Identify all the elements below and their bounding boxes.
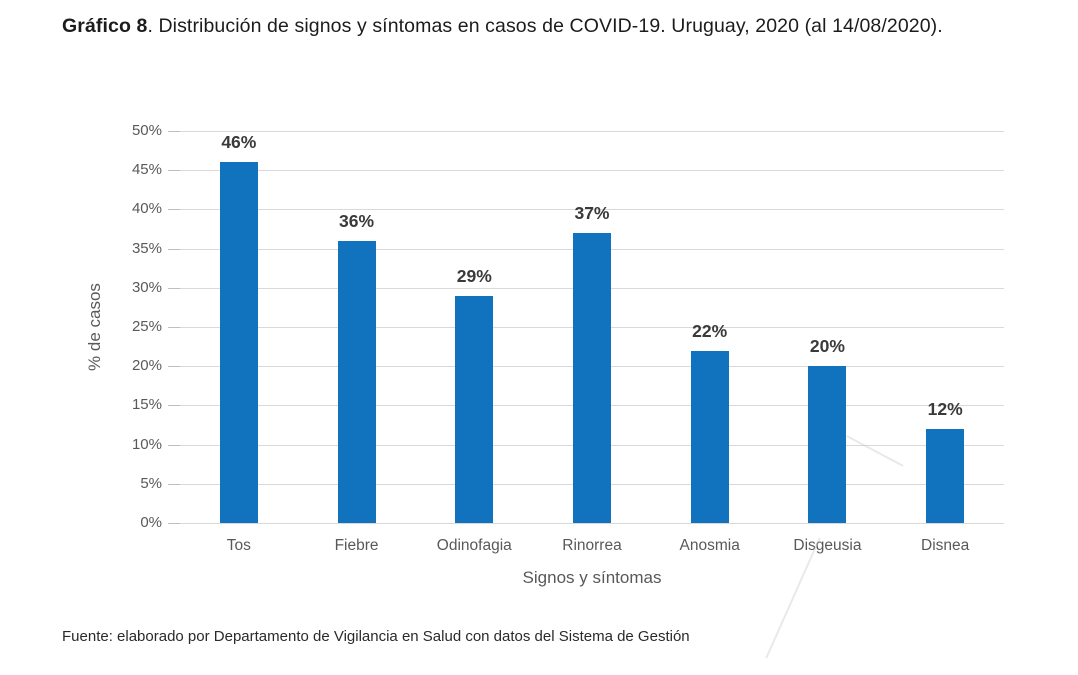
x-category-label: Anosmia	[679, 537, 740, 554]
y-tick-label: 35%	[131, 239, 162, 257]
bar-disgeusia	[808, 366, 847, 523]
chart-title: Gráfico 8. Distribución de signos y sínt…	[62, 10, 962, 42]
y-axis-tick	[168, 444, 180, 446]
bar-column: 12% Disnea	[886, 131, 1004, 554]
y-axis-tick	[168, 287, 180, 289]
bar-rinorrea	[572, 232, 611, 523]
y-tick-label: 5%	[140, 474, 162, 492]
y-tick-label: 25%	[131, 318, 162, 335]
bar-value-label: 46%	[221, 132, 257, 153]
y-axis-tick	[168, 248, 180, 250]
chart-title-text: . Distribución de signos y síntomas en c…	[147, 15, 943, 37]
x-category-label: Rinorrea	[562, 537, 622, 554]
y-tick-label: 50%	[131, 122, 162, 139]
y-tick-label: 40%	[131, 200, 162, 218]
x-category-label: Disnea	[921, 537, 970, 554]
y-axis-tick	[168, 405, 180, 407]
y-tick-label: 45%	[131, 161, 162, 179]
bar-column: 36% Fiebre	[298, 131, 416, 554]
bar-value-label: 20%	[809, 336, 845, 357]
bar-column: 46% Tos	[180, 131, 298, 554]
y-axis-tick	[168, 366, 180, 368]
x-axis-title: Signos y síntomas	[522, 568, 662, 587]
gridline	[180, 209, 1004, 211]
bar-odinofagia	[455, 295, 494, 523]
bar-anosmia	[690, 350, 729, 523]
y-axis-tick	[168, 131, 180, 132]
y-tick-label: 30%	[131, 278, 162, 296]
x-category-label: Tos	[226, 537, 251, 554]
chart-title-number: Gráfico 8	[62, 15, 148, 37]
bar-value-label: 36%	[339, 210, 375, 231]
y-tick-label: 10%	[131, 435, 162, 453]
x-category-label: Fiebre	[334, 537, 379, 554]
bar-column: 37% Rinorrea	[533, 131, 651, 554]
gridline	[180, 131, 1004, 132]
y-tick-label: 15%	[131, 396, 162, 414]
gridline	[180, 523, 1004, 524]
y-axis-tick	[168, 327, 180, 328]
bar-value-label: 29%	[456, 265, 492, 286]
bar-fiebre	[337, 240, 376, 523]
source-note: Fuente: elaborado por Departamento de Vi…	[62, 628, 690, 645]
x-category-label: Disgeusia	[793, 537, 862, 554]
gridline	[180, 170, 1004, 172]
bar-value-label: 37%	[574, 202, 610, 223]
y-axis-tick	[168, 523, 180, 524]
bar-column: 20% Disgeusia	[769, 131, 887, 554]
bar-value-label: 22%	[692, 320, 728, 341]
y-axis-tick	[168, 483, 180, 485]
y-axis-tick	[168, 209, 180, 211]
plot-area: 46% Tos 36% Fiebre 29% Odinofagia 37% Rinorrea 2…	[168, 131, 1004, 554]
bar-value-label: 12%	[927, 398, 963, 419]
bar-column: 22% Anosmia	[651, 131, 769, 554]
bar-disnea	[926, 428, 965, 523]
bar-tos	[219, 162, 258, 523]
y-tick-label: 20%	[131, 357, 162, 375]
y-axis-tick	[168, 170, 180, 172]
x-category-label: Odinofagia	[436, 537, 512, 554]
bar-column: 29% Odinofagia	[415, 131, 533, 554]
y-tick-label: 0%	[140, 514, 162, 531]
